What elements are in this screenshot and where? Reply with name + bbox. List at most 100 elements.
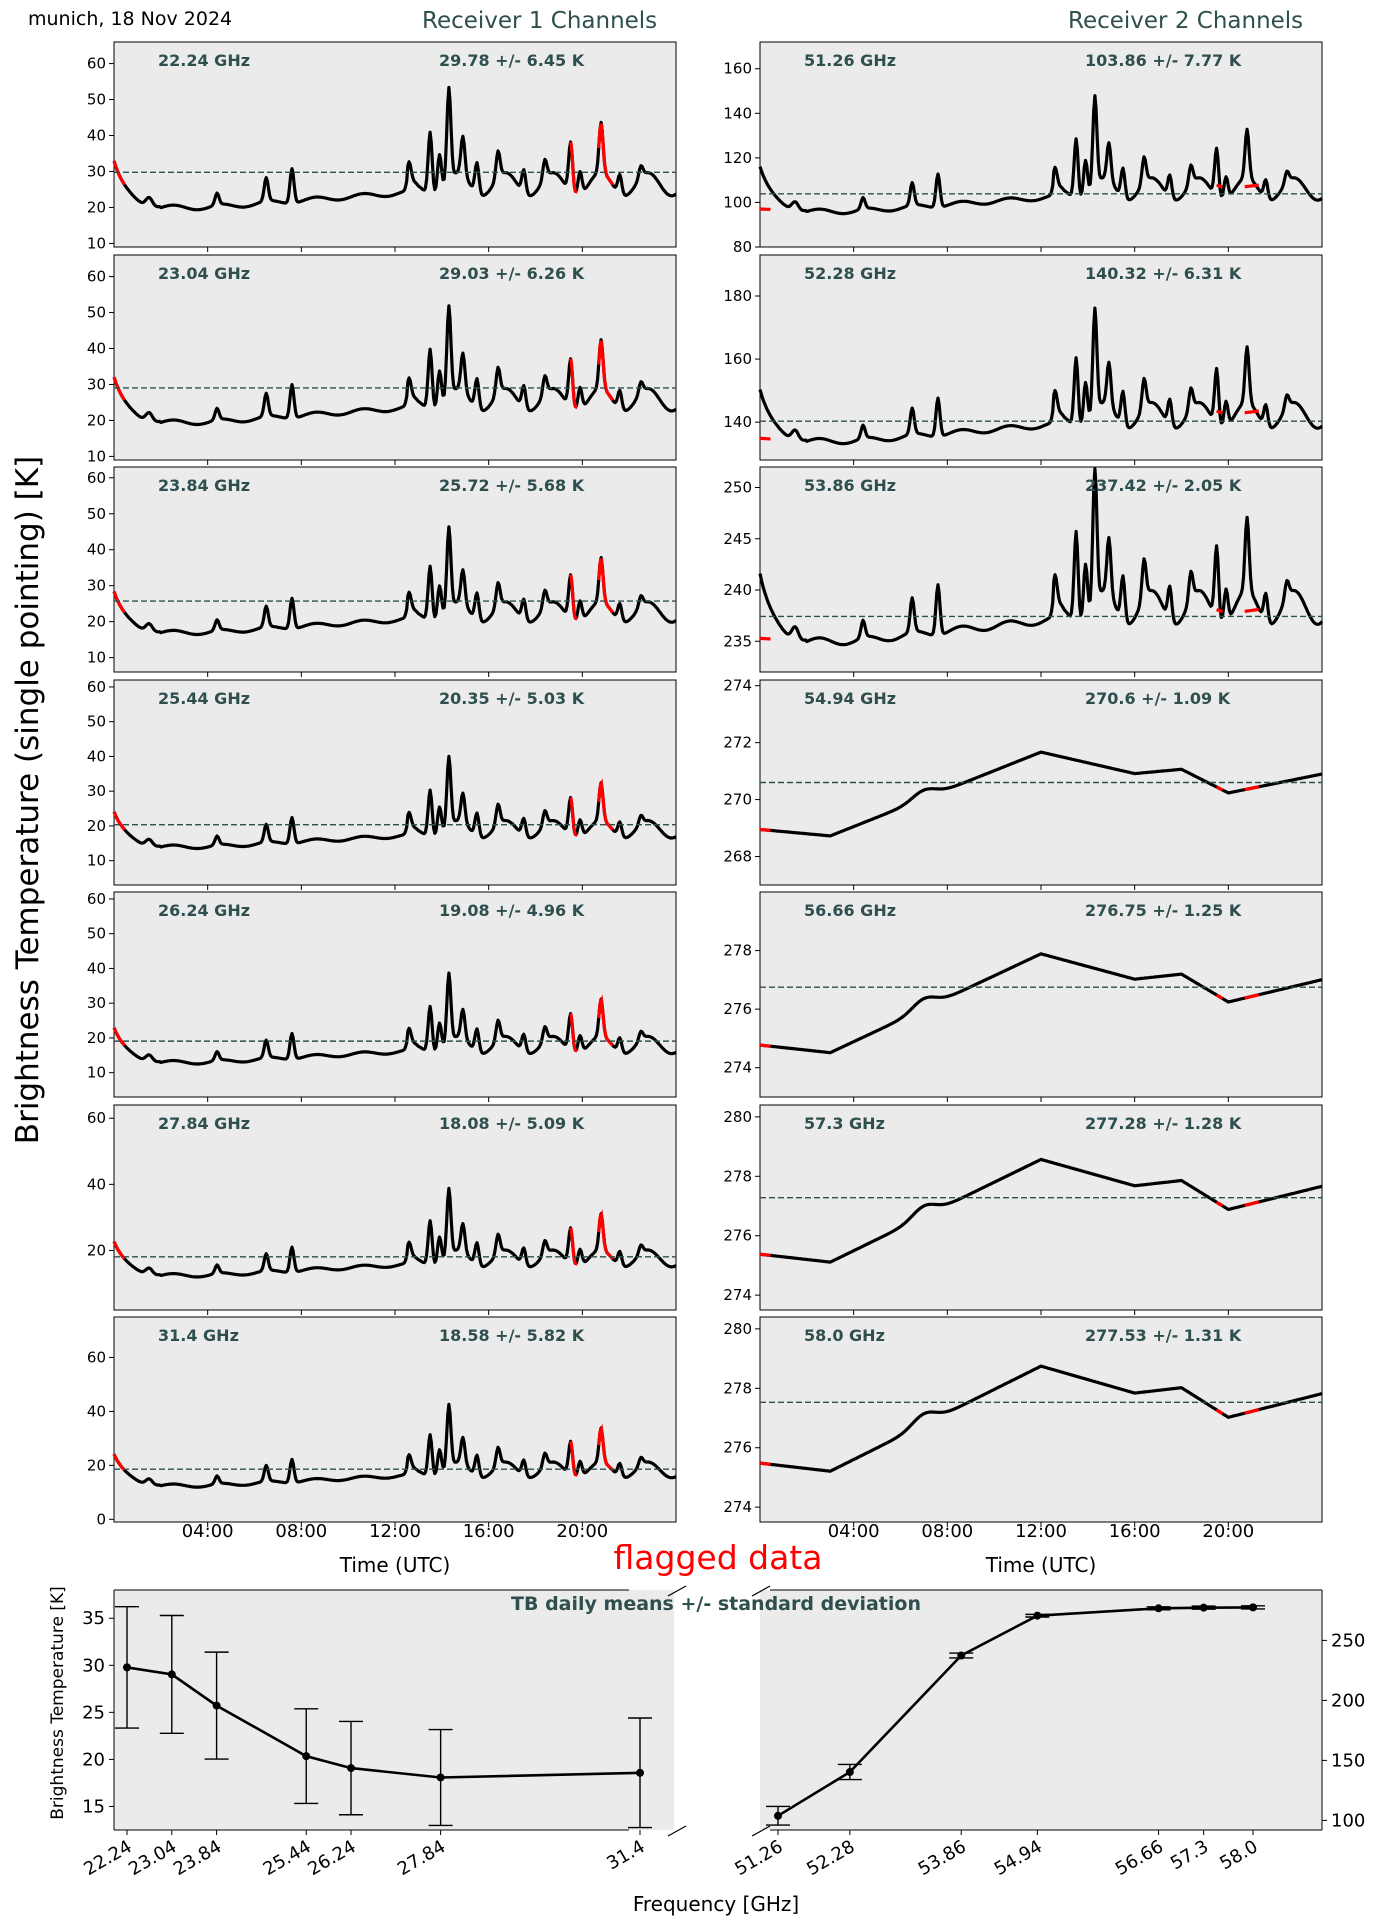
flagged-segment — [1216, 183, 1223, 189]
y-tick-label: 50 — [87, 713, 106, 731]
y-tick-label: 10 — [87, 852, 106, 870]
y-tick-label: 278 — [723, 1167, 752, 1185]
y-tick-label: 160 — [723, 60, 752, 78]
mean-std-label: 18.58 +/- 5.82 K — [439, 1326, 585, 1345]
summary-right-y-tick-label: 200 — [1331, 1690, 1365, 1711]
y-tick-label: 100 — [723, 193, 752, 211]
flagged-segment — [759, 1461, 771, 1466]
flagged-segment — [112, 591, 126, 614]
series-line — [112, 754, 677, 851]
summary-mean-point — [123, 1663, 131, 1672]
flagged-segment — [112, 1453, 126, 1472]
frequency-label: 57.3 GHz — [804, 1114, 885, 1133]
y-tick-label: 80 — [733, 238, 752, 256]
receiver1-title: Receiver 1 Channels — [422, 8, 658, 34]
flagged-segment — [1244, 409, 1259, 415]
y-tick-label: 10 — [87, 649, 106, 667]
summary-left-y-tick-label: 30 — [82, 1655, 105, 1676]
flagged-segment — [112, 811, 126, 831]
series-line — [112, 85, 677, 212]
y-tick-label: 274 — [723, 1286, 752, 1304]
channel-panel-580: 274 276 278 280 58.0 GHz 277.53 +/- 1.31 K — [723, 1316, 1323, 1527]
panel-background — [113, 41, 677, 248]
summary-mean-point — [1199, 1603, 1208, 1612]
summary-left-y-tick-label: 35 — [82, 1608, 105, 1629]
y-tick-label: 278 — [723, 1379, 752, 1397]
axis-break-mark — [667, 1585, 687, 1597]
y-tick-label: 180 — [723, 287, 752, 305]
summary-left-y-tick-label: 20 — [82, 1749, 105, 1770]
flagged-segment — [569, 141, 578, 194]
flagged-segment — [112, 160, 126, 186]
time-tick-label: 16:00 — [1109, 1521, 1161, 1542]
frequency-label: 54.94 GHz — [804, 689, 896, 708]
y-tick-label: 40 — [87, 1402, 106, 1420]
y-tick-label: 160 — [723, 350, 752, 368]
y-tick-label: 280 — [723, 1108, 752, 1126]
summary-mean-point — [636, 1768, 644, 1777]
freq-tick-label: 27.84 — [394, 1836, 449, 1880]
mean-std-label: 18.08 +/- 5.09 K — [439, 1114, 585, 1133]
time-tick-label: 12:00 — [1015, 1521, 1067, 1542]
y-tick-label: 40 — [87, 747, 106, 765]
summary-mean-point — [436, 1773, 445, 1782]
freq-tick-label: 25.44 — [260, 1836, 315, 1880]
flagged-segment — [1215, 1200, 1224, 1208]
flagged-segment — [759, 636, 771, 641]
flagged-segment — [1244, 993, 1260, 1000]
summary-mean-point — [1033, 1611, 1042, 1620]
flagged-segment — [1244, 607, 1259, 613]
y-tick-label: 274 — [723, 1498, 752, 1516]
mean-std-label: 276.75 +/- 1.25 K — [1085, 901, 1242, 920]
mean-std-label: 19.08 +/- 4.96 K — [439, 901, 585, 920]
series-line — [112, 304, 677, 427]
mean-std-label: 277.28 +/- 1.28 K — [1085, 1114, 1242, 1133]
y-tick-label: 276 — [723, 1439, 752, 1457]
panel-background — [113, 254, 677, 461]
y-tick-label: 10 — [87, 234, 106, 252]
y-tick-label: 245 — [723, 530, 752, 548]
frequency-label: 52.28 GHz — [804, 264, 896, 283]
freq-tick-label: 31.4 — [603, 1836, 648, 1874]
y-tick-label: 140 — [723, 413, 752, 431]
flagged-segment — [597, 778, 615, 831]
receiver2-title: Receiver 2 Channels — [1068, 8, 1304, 34]
flagged-segment — [1215, 785, 1224, 792]
channel-panel-2784: 20 40 60 27.84 GHz 18.08 +/- 5.09 K — [87, 1104, 677, 1315]
flagged-segment — [597, 1423, 614, 1472]
flagged-segment — [569, 1227, 578, 1266]
freq-tick-label: 54.94 — [991, 1836, 1046, 1880]
y-tick-label: 278 — [723, 942, 752, 960]
channel-panel-5494: 268 270 272 274 54.94 GHz 270.6 +/- 1.09 K — [723, 677, 1323, 890]
y-tick-label: 268 — [723, 848, 752, 866]
time-tick-label: 04:00 — [828, 1521, 880, 1542]
summary-mean-point — [1154, 1604, 1163, 1613]
y-tick-label: 30 — [87, 162, 106, 180]
panel-background — [113, 1104, 677, 1311]
series-line — [112, 1402, 677, 1489]
mean-std-label: 20.35 +/- 5.03 K — [439, 689, 585, 708]
y-tick-label: 10 — [87, 1064, 106, 1082]
y-tick-label: 60 — [87, 1109, 106, 1127]
frequency-label: 56.66 GHz — [804, 901, 896, 920]
freq-tick-label: 22.24 — [80, 1836, 135, 1880]
flagged-segment — [1216, 608, 1224, 614]
panel-background — [113, 466, 677, 673]
freq-tick-label: 58.0 — [1216, 1836, 1261, 1874]
y-tick-label: 60 — [87, 268, 106, 286]
series-line — [759, 1157, 1323, 1264]
y-tick-label: 60 — [87, 1348, 106, 1366]
freq-tick-label: 26.24 — [304, 1836, 359, 1880]
mean-std-label: 25.72 +/- 5.68 K — [439, 476, 585, 495]
freq-tick-label: 53.86 — [915, 1836, 970, 1880]
time-tick-label: 16:00 — [463, 1521, 515, 1542]
flagged-segment — [1215, 1408, 1224, 1416]
y-tick-label: 235 — [723, 632, 752, 650]
summary-left-y-tick-label: 25 — [82, 1702, 105, 1723]
frequency-label: 23.04 GHz — [158, 264, 250, 283]
frequency-label: 53.86 GHz — [804, 476, 896, 495]
flagged-data-label: flagged data — [613, 1538, 823, 1577]
channel-panel-5386: 235 240 245 250 53.86 GHz 237.42 +/- 2.05 K — [723, 466, 1324, 677]
mean-std-label: 29.03 +/- 6.26 K — [439, 264, 585, 283]
